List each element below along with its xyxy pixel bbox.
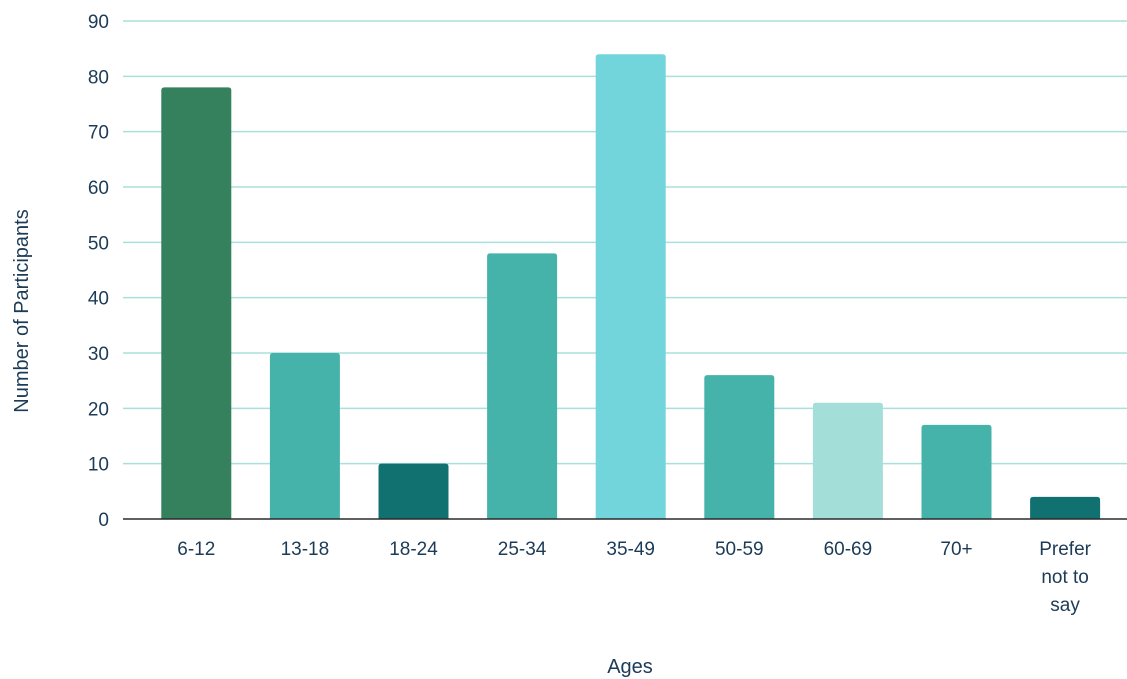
x-tick-label: 50-59 <box>715 539 764 560</box>
y-tick-label: 30 <box>88 344 109 365</box>
y-tick-label: 0 <box>98 510 109 531</box>
bars <box>161 54 1101 520</box>
x-tick-label: 60-69 <box>824 539 873 560</box>
x-tick-label: 25-34 <box>498 539 547 560</box>
bar <box>595 54 666 519</box>
bar <box>269 353 340 519</box>
x-tick-label: 70+ <box>940 539 972 560</box>
y-axis-title: Number of Participants <box>11 209 33 412</box>
y-tick-label: 70 <box>88 123 109 144</box>
bar <box>921 424 992 519</box>
y-tick-label: 50 <box>88 233 109 254</box>
y-axis-ticks: 0 10 20 30 40 50 60 70 80 90 <box>88 12 109 531</box>
y-tick-label: 20 <box>88 399 109 420</box>
x-tick-label: 35-49 <box>606 539 655 560</box>
bar <box>704 375 775 519</box>
bar <box>378 463 449 519</box>
y-tick-label: 10 <box>88 455 109 476</box>
x-axis-title: Ages <box>607 656 653 678</box>
x-tick-label: Prefer not to say <box>1039 539 1091 616</box>
y-tick-label: 90 <box>88 12 109 33</box>
bar <box>161 87 232 520</box>
bar <box>487 253 558 519</box>
x-axis-ticks: 6-12 13-18 18-24 25-34 35-49 50-59 60-69 70+ Pre… <box>177 539 1091 616</box>
bar <box>1030 496 1101 519</box>
y-tick-label: 60 <box>88 178 109 199</box>
x-tick-label: 6-12 <box>177 539 215 560</box>
y-tick-label: 80 <box>88 67 109 88</box>
y-tick-label: 40 <box>88 289 109 310</box>
x-tick-label: 18-24 <box>389 539 438 560</box>
x-tick-label: 13-18 <box>281 539 330 560</box>
bar <box>812 402 883 519</box>
